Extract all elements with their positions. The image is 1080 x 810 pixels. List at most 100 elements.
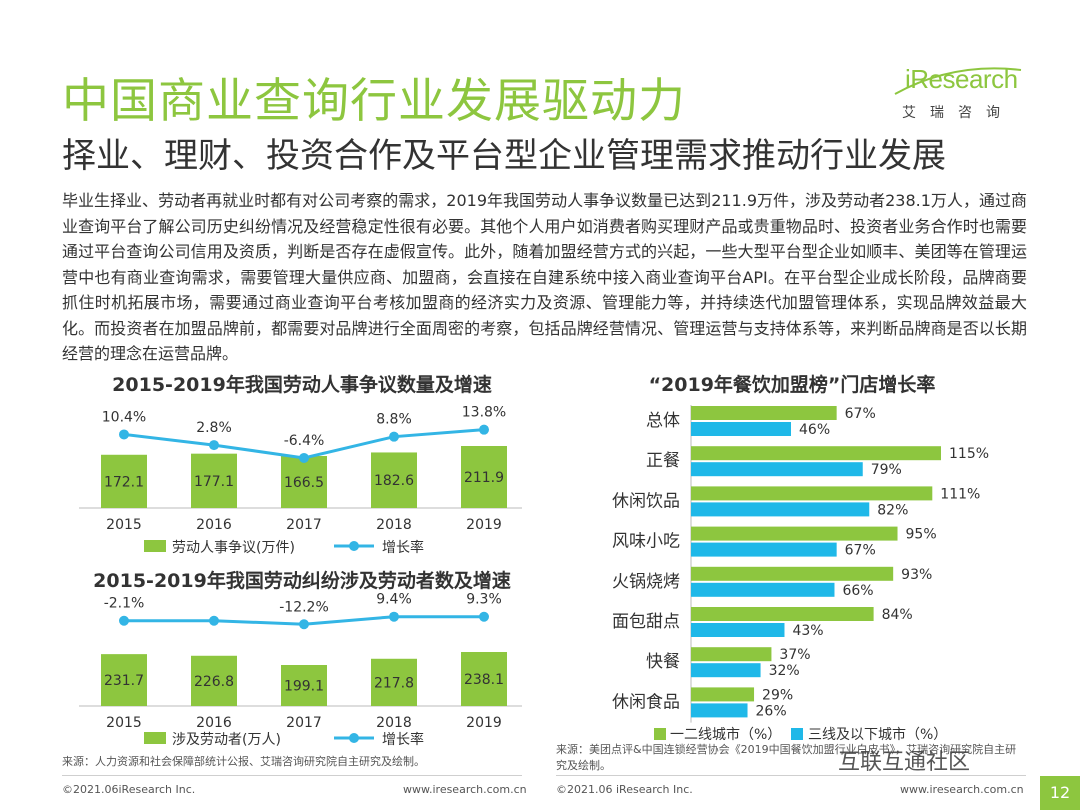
x-tick-label: 2015 — [106, 715, 142, 731]
bar-value-label: 182.6 — [374, 473, 414, 489]
growth-point — [389, 431, 399, 442]
footer-divider-left — [62, 775, 522, 776]
chart2-title: 2015-2019年我国劳动纠纷涉及劳动者数及增速 — [93, 569, 511, 592]
growth-point — [299, 452, 309, 463]
growth-label: -6.4% — [284, 433, 325, 449]
bar-tier1-休闲饮品 — [691, 486, 933, 501]
legend-bar-label: 涉及劳动者(万人) — [172, 732, 281, 748]
bar-tier3-风味小吃 — [691, 542, 837, 557]
bar-2018 — [371, 658, 417, 706]
x-tick-label: 2016 — [196, 715, 232, 731]
bar-value-label: 172.1 — [104, 474, 144, 490]
bar-tier1-value: 115% — [949, 446, 989, 462]
bar-tier1-快餐 — [691, 647, 772, 662]
bar-tier3-面包甜点 — [691, 623, 785, 637]
growth-label: 10.4% — [102, 409, 146, 425]
growth-point — [119, 615, 129, 626]
bar-value-label: 199.1 — [284, 679, 324, 695]
bar-tier3-value: 32% — [769, 663, 800, 679]
category-label: 正餐 — [646, 451, 680, 471]
bar-tier3-快餐 — [691, 663, 761, 678]
footer-divider-right — [556, 775, 1026, 776]
bar-tier3-value: 43% — [792, 623, 823, 639]
legend-tier3-swatch — [791, 728, 803, 740]
growth-point — [389, 611, 399, 622]
bar-tier1-value: 95% — [906, 527, 937, 543]
body-paragraph: 毕业生择业、劳动者再就业时都有对公司考察的需求，2019年我国劳动人事争议数量已… — [62, 191, 1027, 363]
bar-tier1-休闲食品 — [691, 687, 755, 702]
x-tick-label: 2018 — [376, 517, 412, 533]
bar-tier1-风味小吃 — [691, 526, 898, 541]
legend-tier1-label: 一二线城市（%） — [670, 726, 781, 743]
growth-point — [209, 440, 219, 451]
category-label: 休闲饮品 — [612, 491, 680, 511]
bar-tier1-value: 37% — [779, 647, 810, 663]
bar-2017 — [281, 665, 327, 706]
growth-point — [479, 611, 489, 622]
bar-2015 — [101, 454, 147, 508]
labor-dispute-chart: 2015-2019年我国劳动人事争议数量及增速 172.1 2015 177.1 20… — [79, 373, 522, 556]
growth-point — [299, 619, 309, 630]
bar-value-label: 226.8 — [194, 674, 234, 690]
bar-tier3-value: 67% — [845, 543, 876, 559]
page-subtitle: 择业、理财、投资合作及平台型企业管理需求推动行业发展 — [62, 136, 946, 176]
watermark: 互联互通社区 — [838, 750, 971, 775]
category-label: 总体 — [646, 411, 680, 431]
category-label: 休闲食品 — [612, 692, 680, 712]
bar-tier3-value: 82% — [877, 502, 908, 518]
growth-point — [209, 615, 219, 626]
bar-2016 — [191, 655, 237, 706]
bar-value-label: 217.8 — [374, 675, 414, 691]
bar-tier3-value: 46% — [799, 422, 830, 438]
bar-tier1-总体 — [691, 406, 837, 420]
legend-tier3-label: 三线及以下城市（%） — [808, 726, 947, 743]
page-number: 12 — [1040, 776, 1080, 810]
growth-label: 13.8% — [462, 405, 506, 421]
growth-label: 2.8% — [196, 420, 232, 436]
iresearch-logo: iResearch 艾瑞咨询 — [893, 60, 1023, 124]
legend-line-label: 增长率 — [382, 539, 424, 556]
growth-point — [119, 429, 129, 440]
logo-text: iResearch — [905, 64, 1018, 94]
legend-line-marker — [349, 733, 359, 743]
bar-2016 — [191, 453, 237, 508]
source-note-right: 来源：美团点评&中国连锁经营协会《2019中国餐饮加盟行业白皮书》，艾瑞咨询研究… — [556, 743, 1017, 772]
bar-tier1-value: 67% — [845, 406, 876, 422]
bar-tier1-value: 29% — [762, 687, 793, 703]
growth-label: 9.4% — [376, 592, 412, 608]
x-tick-label: 2018 — [376, 715, 412, 731]
bar-tier3-正餐 — [691, 462, 863, 477]
bar-tier3-value: 66% — [842, 583, 873, 599]
footer-copyright-right: ©2021.06 iResearch Inc. — [556, 783, 693, 796]
bar-value-label: 238.1 — [464, 672, 504, 688]
bar-tier3-休闲食品 — [691, 703, 748, 718]
bar-tier3-火锅烧烤 — [691, 582, 835, 597]
bar-tier1-value: 111% — [940, 486, 980, 502]
category-label: 火锅烧烤 — [612, 572, 680, 592]
bar-tier3-value: 79% — [871, 462, 902, 478]
bar-tier1-value: 84% — [882, 607, 913, 623]
bar-2018 — [371, 452, 417, 508]
bar-2015 — [101, 654, 147, 706]
x-tick-label: 2019 — [466, 715, 502, 731]
growth-label: 9.3% — [466, 592, 502, 608]
legend-line-label: 增长率 — [382, 731, 424, 748]
bar-tier3-value: 26% — [756, 703, 787, 719]
legend-line-marker — [349, 541, 359, 551]
footer-url-right: www.iresearch.com.cn — [900, 783, 1024, 796]
bar-value-label: 211.9 — [464, 470, 504, 486]
bar-tier1-value: 93% — [901, 567, 932, 583]
growth-label: 8.8% — [376, 412, 412, 428]
legend-tier1-swatch — [654, 728, 666, 740]
bar-value-label: 166.5 — [284, 475, 324, 491]
source-note-left: 来源：人力资源和社会保障部统计公报、艾瑞咨询研究院自主研究及绘制。 — [62, 755, 425, 768]
x-tick-label: 2019 — [466, 517, 502, 533]
category-label: 快餐 — [646, 652, 680, 672]
logo-subtext: 艾瑞咨询 — [902, 105, 1014, 121]
category-label: 风味小吃 — [612, 532, 680, 552]
bar-value-label: 177.1 — [194, 474, 234, 490]
page-title: 中国商业查询行业发展驱动力 — [62, 74, 686, 129]
x-tick-label: 2017 — [286, 715, 322, 731]
growth-label: -12.2% — [279, 599, 329, 615]
labor-workers-chart: 2015-2019年我国劳动纠纷涉及劳动者数及增速 231.7 2015 226.8… — [79, 569, 522, 748]
